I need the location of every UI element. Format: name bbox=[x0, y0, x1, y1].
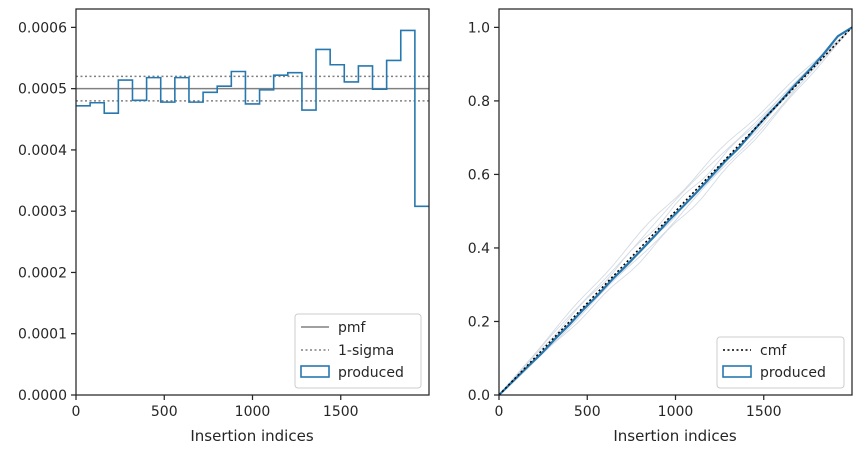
pmf-x-ticks: 0 500 1000 1500 bbox=[72, 395, 359, 420]
produced-histogram-step bbox=[76, 29, 429, 208]
cmf-variation-band bbox=[498, 27, 853, 396]
cmf-legend: cmf produced bbox=[716, 336, 845, 389]
pmf-legend-pmf-label: pmf bbox=[338, 320, 367, 336]
pmf-legend: pmf 1-sigma produced bbox=[294, 313, 422, 389]
1-y-tick-label: 0.0 bbox=[468, 388, 490, 404]
cmf-variation-band bbox=[498, 27, 853, 396]
pmf-legend-produced-label: produced bbox=[338, 365, 404, 381]
0-y-tick-label: 0.0002 bbox=[18, 265, 67, 281]
0-x-tick-label: 1000 bbox=[235, 404, 271, 420]
0-x-tick-label: 500 bbox=[151, 404, 178, 420]
pmf-x-axis-label: Insertion indices bbox=[190, 427, 313, 445]
0-y-tick-label: 0.0005 bbox=[18, 82, 67, 98]
0-x-tick-label: 1500 bbox=[323, 404, 359, 420]
pmf-legend-produced-swatch bbox=[300, 365, 330, 378]
cmf-legend-box bbox=[716, 336, 845, 389]
pmf-legend-sigma-label: 1-sigma bbox=[338, 343, 394, 359]
pmf-y-ticks: 0.0000 0.0001 0.0002 0.0003 0.0004 0.0005 0.00… bbox=[18, 20, 76, 404]
cmf-legend-produced-swatch bbox=[722, 365, 752, 378]
1-y-tick-label: 0.8 bbox=[468, 94, 490, 110]
cmf-reference-line bbox=[498, 26, 853, 396]
1-y-tick-label: 0.2 bbox=[468, 314, 490, 330]
pmf-legend-box bbox=[294, 313, 422, 389]
1-y-tick-label: 0.4 bbox=[468, 241, 490, 257]
0-y-tick-label: 0.0006 bbox=[18, 20, 67, 36]
0-x-tick-label: 0 bbox=[72, 404, 81, 420]
pmf-panel: 0 500 1000 1500 0.00000.00010.00020.00030.0… bbox=[18, 8, 430, 445]
0-y-tick-label: 0.0003 bbox=[18, 204, 67, 220]
cmf-x-ticks: 0 500 1000 1500 bbox=[495, 395, 782, 420]
1-x-tick-label: 1500 bbox=[746, 404, 782, 420]
cmf-legend-produced-label: produced bbox=[760, 365, 826, 381]
0-y-tick-label: 0.0004 bbox=[18, 143, 67, 159]
1-y-tick-label: 0.6 bbox=[468, 167, 490, 183]
0-y-tick-label: 0.0000 bbox=[18, 388, 67, 404]
cmf-plot-area bbox=[499, 9, 852, 395]
cmf-variation-band bbox=[498, 27, 853, 396]
1-x-tick-label: 1000 bbox=[658, 404, 694, 420]
cmf-panel: 0 500 1000 1500 0.0 0.2 0.4 0.6 0.8 1.0 Insertio… bbox=[468, 8, 853, 445]
0-y-tick-label: 0.0001 bbox=[18, 327, 67, 343]
produced-cmf-line bbox=[498, 26, 853, 396]
1-x-tick-label: 0 bbox=[495, 404, 504, 420]
1-y-tick-label: 1.0 bbox=[468, 20, 490, 36]
cmf-y-ticks: 0.0 0.2 0.4 0.6 0.8 1.0 bbox=[468, 20, 499, 404]
cmf-variation-band bbox=[498, 27, 853, 396]
cmf-legend-cmf-label: cmf bbox=[760, 343, 787, 359]
1-x-tick-label: 500 bbox=[574, 404, 601, 420]
cmf-x-axis-label: Insertion indices bbox=[613, 427, 736, 445]
